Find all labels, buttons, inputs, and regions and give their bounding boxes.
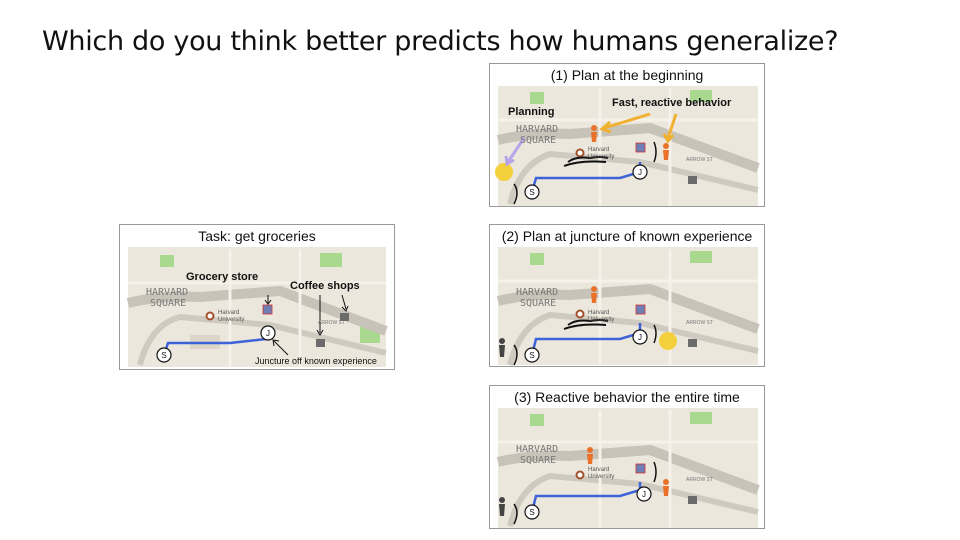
svg-text:SQUARE: SQUARE bbox=[150, 298, 186, 309]
task-caption: Task: get groceries bbox=[198, 228, 316, 244]
svg-text:University: University bbox=[218, 317, 244, 323]
option-3-caption: (3) Reactive behavior the entire time bbox=[514, 389, 740, 405]
option-3-map: HARVARD SQUARE Harvard University ARROW … bbox=[496, 408, 760, 528]
svg-text:University: University bbox=[588, 474, 614, 480]
task-map: HARVARD SQUARE Harvard University ARROW … bbox=[126, 247, 388, 367]
juncture-label: Juncture off known experience bbox=[255, 356, 377, 366]
option-1-caption: (1) Plan at the beginning bbox=[550, 67, 704, 83]
svg-text:S: S bbox=[529, 188, 534, 197]
option-1-map: HARVARD SQUARE Harvard University ARROW … bbox=[495, 86, 760, 206]
svg-text:SQUARE: SQUARE bbox=[520, 135, 556, 146]
svg-text:Harvard: Harvard bbox=[588, 147, 609, 153]
svg-text:S: S bbox=[529, 351, 534, 360]
svg-text:HARVARD: HARVARD bbox=[516, 287, 558, 298]
svg-text:ARROW ST: ARROW ST bbox=[686, 320, 713, 326]
svg-text:HARVARD: HARVARD bbox=[516, 444, 558, 455]
svg-text:SQUARE: SQUARE bbox=[520, 298, 556, 309]
grocery-store-label: Grocery store bbox=[186, 271, 259, 283]
option-2-map: HARVARD SQUARE Harvard University ARROW … bbox=[496, 247, 760, 366]
task-panel: Task: get groceries HARVARD SQUARE Harva… bbox=[119, 224, 395, 370]
svg-text:J: J bbox=[642, 490, 646, 499]
svg-text:S: S bbox=[529, 508, 534, 517]
svg-text:ARROW ST: ARROW ST bbox=[686, 157, 713, 163]
option-1-panel: (1) Plan at the beginning HARVARD SQUARE… bbox=[489, 63, 765, 207]
planning-label: Planning bbox=[508, 106, 555, 118]
svg-text:University: University bbox=[588, 317, 614, 323]
svg-text:J: J bbox=[638, 333, 642, 342]
coffee-shops-label: Coffee shops bbox=[290, 280, 360, 292]
svg-text:J: J bbox=[638, 168, 642, 177]
option-3-panel: (3) Reactive behavior the entire time HA… bbox=[489, 385, 765, 529]
svg-text:ARROW ST: ARROW ST bbox=[686, 477, 713, 483]
svg-text:ARROW ST: ARROW ST bbox=[318, 320, 345, 326]
svg-text:J: J bbox=[266, 329, 270, 338]
svg-text:University: University bbox=[588, 154, 614, 160]
svg-text:Harvard: Harvard bbox=[218, 310, 239, 316]
svg-text:HARVARD: HARVARD bbox=[516, 124, 558, 135]
option-2-caption: (2) Plan at juncture of known experience bbox=[501, 228, 753, 244]
reactive-label: Fast, reactive behavior bbox=[612, 97, 732, 109]
svg-text:S: S bbox=[161, 351, 166, 360]
svg-text:HARVARD: HARVARD bbox=[146, 287, 188, 298]
svg-text:Harvard: Harvard bbox=[588, 467, 609, 473]
svg-text:SQUARE: SQUARE bbox=[520, 455, 556, 466]
svg-text:Harvard: Harvard bbox=[588, 310, 609, 316]
option-2-panel: (2) Plan at juncture of known experience… bbox=[489, 224, 765, 367]
slide-title: Which do you think better predicts how h… bbox=[42, 26, 839, 57]
